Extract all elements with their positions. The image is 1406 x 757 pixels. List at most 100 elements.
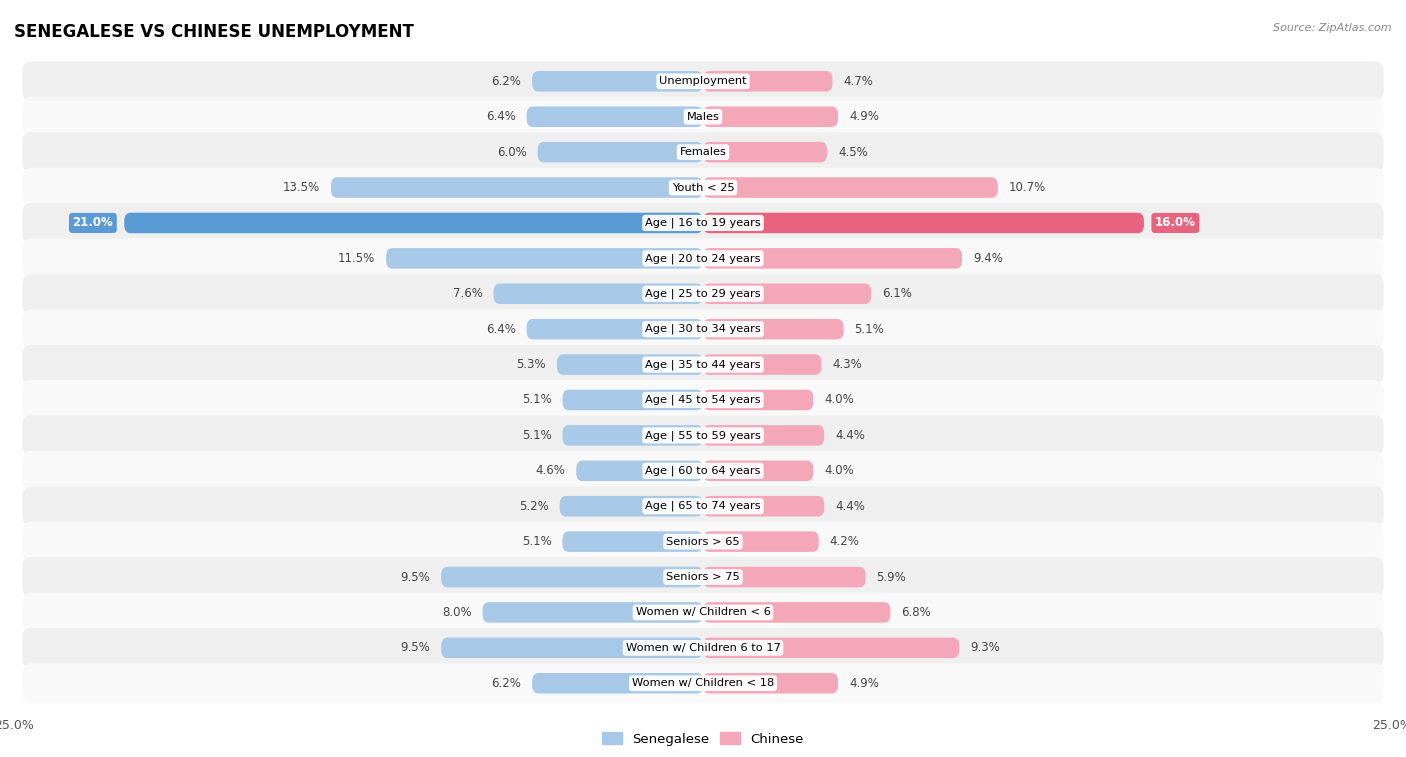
- Text: Women w/ Children < 6: Women w/ Children < 6: [636, 607, 770, 618]
- FancyBboxPatch shape: [562, 531, 703, 552]
- Text: Women w/ Children < 18: Women w/ Children < 18: [631, 678, 775, 688]
- Text: 16.0%: 16.0%: [1154, 217, 1197, 229]
- FancyBboxPatch shape: [22, 593, 1384, 632]
- FancyBboxPatch shape: [22, 274, 1384, 313]
- Text: 6.4%: 6.4%: [485, 322, 516, 335]
- FancyBboxPatch shape: [482, 602, 703, 623]
- FancyBboxPatch shape: [22, 416, 1384, 455]
- Text: Females: Females: [679, 147, 727, 157]
- Text: Males: Males: [686, 112, 720, 122]
- FancyBboxPatch shape: [703, 71, 832, 92]
- Text: 5.3%: 5.3%: [516, 358, 546, 371]
- FancyBboxPatch shape: [22, 310, 1384, 349]
- Text: 8.0%: 8.0%: [441, 606, 471, 619]
- FancyBboxPatch shape: [527, 319, 703, 339]
- FancyBboxPatch shape: [22, 663, 1384, 703]
- FancyBboxPatch shape: [703, 354, 821, 375]
- Text: 4.9%: 4.9%: [849, 677, 879, 690]
- Text: 10.7%: 10.7%: [1010, 181, 1046, 194]
- FancyBboxPatch shape: [703, 319, 844, 339]
- Text: 4.9%: 4.9%: [849, 111, 879, 123]
- Text: Age | 45 to 54 years: Age | 45 to 54 years: [645, 394, 761, 405]
- Text: 4.0%: 4.0%: [824, 464, 853, 478]
- Text: Source: ZipAtlas.com: Source: ZipAtlas.com: [1274, 23, 1392, 33]
- Text: Age | 16 to 19 years: Age | 16 to 19 years: [645, 218, 761, 228]
- Text: Age | 25 to 29 years: Age | 25 to 29 years: [645, 288, 761, 299]
- FancyBboxPatch shape: [22, 132, 1384, 172]
- FancyBboxPatch shape: [22, 203, 1384, 243]
- FancyBboxPatch shape: [22, 487, 1384, 526]
- Text: Age | 55 to 59 years: Age | 55 to 59 years: [645, 430, 761, 441]
- FancyBboxPatch shape: [562, 425, 703, 446]
- FancyBboxPatch shape: [703, 531, 818, 552]
- Legend: Senegalese, Chinese: Senegalese, Chinese: [598, 727, 808, 751]
- FancyBboxPatch shape: [703, 567, 866, 587]
- FancyBboxPatch shape: [22, 61, 1384, 101]
- Text: 6.0%: 6.0%: [496, 145, 527, 159]
- FancyBboxPatch shape: [557, 354, 703, 375]
- FancyBboxPatch shape: [703, 213, 1144, 233]
- Text: 5.1%: 5.1%: [522, 394, 551, 407]
- Text: 4.3%: 4.3%: [832, 358, 862, 371]
- FancyBboxPatch shape: [494, 284, 703, 304]
- Text: 6.4%: 6.4%: [485, 111, 516, 123]
- Text: 9.5%: 9.5%: [401, 641, 430, 654]
- FancyBboxPatch shape: [703, 390, 813, 410]
- FancyBboxPatch shape: [22, 557, 1384, 597]
- FancyBboxPatch shape: [441, 637, 703, 658]
- Text: 6.1%: 6.1%: [882, 287, 912, 301]
- FancyBboxPatch shape: [387, 248, 703, 269]
- Text: 5.2%: 5.2%: [519, 500, 548, 512]
- Text: Seniors > 65: Seniors > 65: [666, 537, 740, 547]
- FancyBboxPatch shape: [537, 142, 703, 163]
- Text: Age | 20 to 24 years: Age | 20 to 24 years: [645, 253, 761, 263]
- FancyBboxPatch shape: [576, 460, 703, 481]
- FancyBboxPatch shape: [531, 673, 703, 693]
- FancyBboxPatch shape: [22, 451, 1384, 491]
- FancyBboxPatch shape: [22, 97, 1384, 136]
- Text: Age | 35 to 44 years: Age | 35 to 44 years: [645, 360, 761, 370]
- Text: 4.6%: 4.6%: [536, 464, 565, 478]
- Text: Age | 60 to 64 years: Age | 60 to 64 years: [645, 466, 761, 476]
- Text: 11.5%: 11.5%: [337, 252, 375, 265]
- Text: Youth < 25: Youth < 25: [672, 182, 734, 192]
- FancyBboxPatch shape: [703, 602, 890, 623]
- FancyBboxPatch shape: [531, 71, 703, 92]
- FancyBboxPatch shape: [703, 248, 962, 269]
- Text: 6.2%: 6.2%: [491, 75, 522, 88]
- FancyBboxPatch shape: [441, 567, 703, 587]
- Text: 4.7%: 4.7%: [844, 75, 873, 88]
- Text: Unemployment: Unemployment: [659, 76, 747, 86]
- Text: 4.5%: 4.5%: [838, 145, 868, 159]
- FancyBboxPatch shape: [22, 628, 1384, 668]
- Text: 5.1%: 5.1%: [855, 322, 884, 335]
- Text: 6.2%: 6.2%: [491, 677, 522, 690]
- Text: Seniors > 75: Seniors > 75: [666, 572, 740, 582]
- FancyBboxPatch shape: [703, 460, 813, 481]
- FancyBboxPatch shape: [703, 284, 872, 304]
- FancyBboxPatch shape: [703, 107, 838, 127]
- Text: 4.4%: 4.4%: [835, 500, 865, 512]
- FancyBboxPatch shape: [560, 496, 703, 516]
- Text: Age | 65 to 74 years: Age | 65 to 74 years: [645, 501, 761, 512]
- FancyBboxPatch shape: [22, 380, 1384, 420]
- Text: SENEGALESE VS CHINESE UNEMPLOYMENT: SENEGALESE VS CHINESE UNEMPLOYMENT: [14, 23, 413, 41]
- Text: Age | 30 to 34 years: Age | 30 to 34 years: [645, 324, 761, 335]
- FancyBboxPatch shape: [22, 238, 1384, 278]
- FancyBboxPatch shape: [562, 390, 703, 410]
- Text: 9.5%: 9.5%: [401, 571, 430, 584]
- Text: 4.2%: 4.2%: [830, 535, 859, 548]
- Text: 5.1%: 5.1%: [522, 429, 551, 442]
- Text: 5.1%: 5.1%: [522, 535, 551, 548]
- Text: 4.4%: 4.4%: [835, 429, 865, 442]
- FancyBboxPatch shape: [22, 344, 1384, 385]
- FancyBboxPatch shape: [703, 496, 824, 516]
- FancyBboxPatch shape: [124, 213, 703, 233]
- Text: 9.3%: 9.3%: [970, 641, 1000, 654]
- FancyBboxPatch shape: [703, 637, 959, 658]
- Text: 9.4%: 9.4%: [973, 252, 1002, 265]
- Text: 13.5%: 13.5%: [283, 181, 321, 194]
- Text: 21.0%: 21.0%: [73, 217, 114, 229]
- FancyBboxPatch shape: [22, 522, 1384, 562]
- Text: 5.9%: 5.9%: [876, 571, 907, 584]
